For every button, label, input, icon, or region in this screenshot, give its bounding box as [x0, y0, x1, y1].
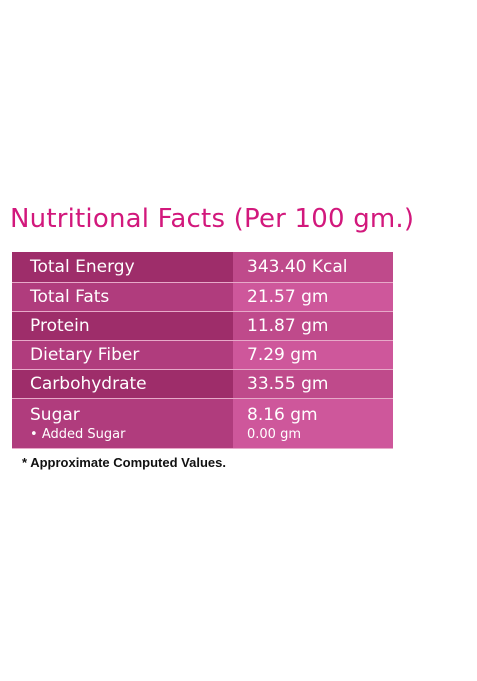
nutrient-value: 33.55 gm — [233, 370, 393, 399]
table-row: Protein 11.87 gm — [12, 312, 393, 341]
sub-nutrient-value: 0.00 gm — [247, 427, 301, 442]
nutrient-value: 21.57 gm — [233, 283, 393, 312]
table-row: Carbohydrate 33.55 gm — [12, 370, 393, 399]
bullet: • — [30, 427, 42, 442]
footnote: * Approximate Computed Values. — [22, 455, 226, 470]
sub-label-wrap: • Added Sugar — [30, 427, 125, 442]
nutrient-label: Carbohydrate — [12, 370, 233, 399]
title: Nutritional Facts (Per 100 gm.) — [10, 204, 415, 234]
nutrient-value: 11.87 gm — [233, 312, 393, 341]
label-cell: Sugar • Added Sugar — [12, 399, 233, 449]
nutrient-label: Total Energy — [12, 252, 233, 283]
table-row: Total Energy 343.40 Kcal — [12, 252, 393, 283]
sub-nutrient-label: Added Sugar — [41, 427, 126, 442]
nutrient-value: 343.40 Kcal — [233, 252, 393, 283]
nutrient-value: 8.16 gm — [247, 405, 318, 425]
table-row: Dietary Fiber 7.29 gm — [12, 341, 393, 370]
table-row: Total Fats 21.57 gm — [12, 283, 393, 312]
nutrient-label: Sugar — [30, 405, 80, 425]
nutrient-label: Dietary Fiber — [12, 341, 233, 370]
nutrient-value: 7.29 gm — [233, 341, 393, 370]
nutrition-table: Total Energy 343.40 Kcal Total Fats 21.5… — [12, 252, 393, 449]
table-row: Sugar • Added Sugar 8.16 gm 0.00 gm — [12, 399, 393, 449]
nutrient-label: Protein — [12, 312, 233, 341]
value-cell: 8.16 gm 0.00 gm — [233, 399, 393, 449]
nutrient-label: Total Fats — [12, 283, 233, 312]
